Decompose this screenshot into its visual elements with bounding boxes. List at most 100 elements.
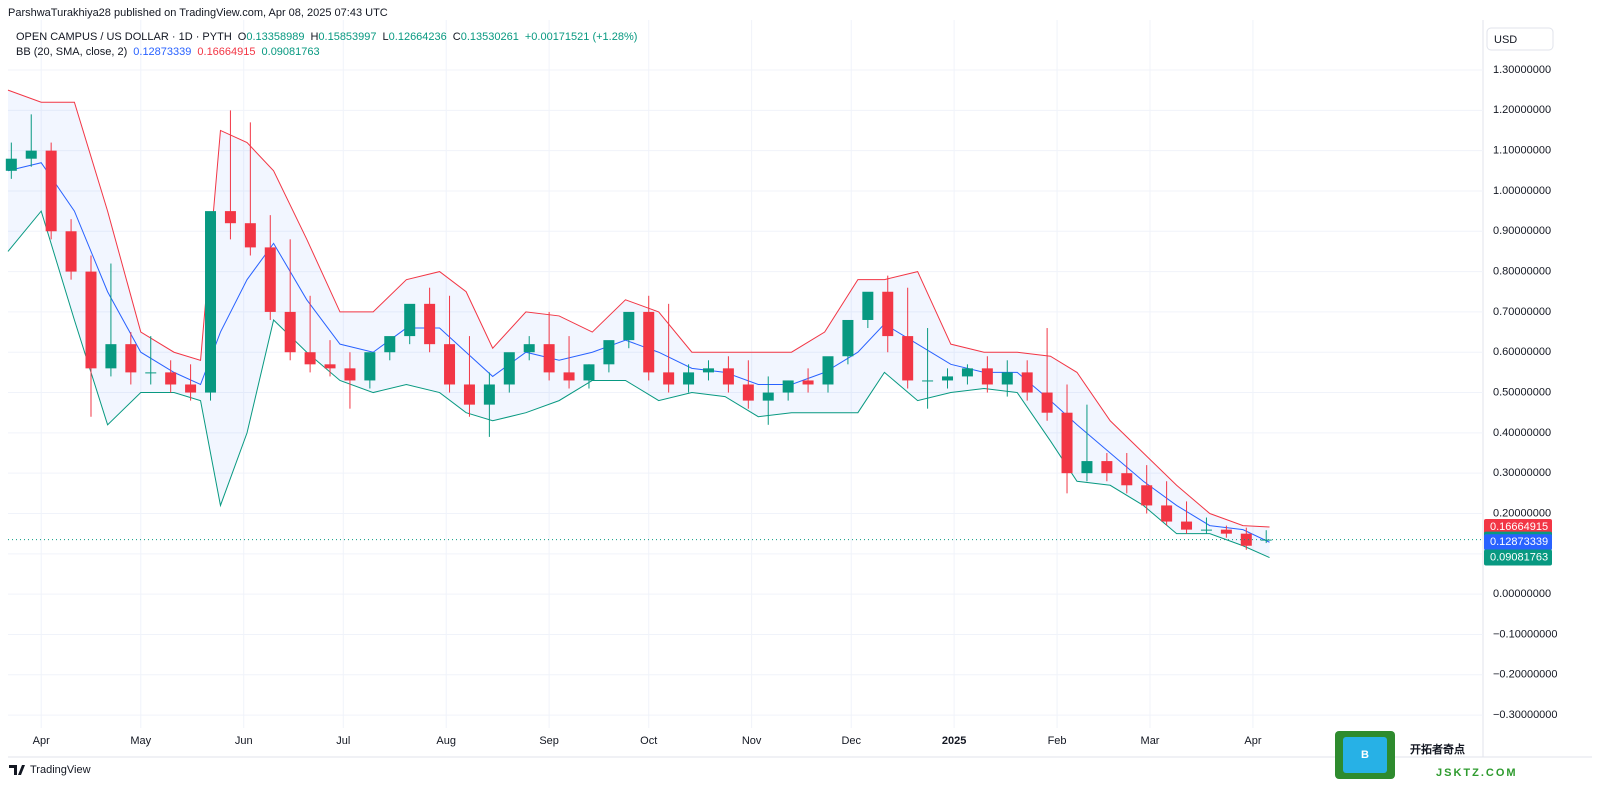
candle-body	[862, 291, 874, 320]
currency[interactable]: USD	[1494, 34, 1517, 46]
candle-body	[882, 291, 894, 337]
basis-badge-bg	[1484, 534, 1552, 551]
y-tick-label: −0.20000000	[1493, 669, 1558, 681]
candle-body	[1021, 372, 1033, 393]
band-line	[7, 210, 1270, 558]
ohlc-value: 0.12664236	[389, 31, 447, 43]
x-tick-label: Aug	[436, 735, 456, 747]
candle-body	[503, 352, 515, 385]
basis-badge: 0.12873339	[1484, 534, 1552, 551]
candle-body	[1141, 485, 1153, 506]
y-tick-label: 0.00000000	[1493, 588, 1551, 600]
ohlc-value: 0.15853997	[318, 31, 376, 43]
indicator-value: 0.12873339	[133, 46, 191, 58]
brand: TradingView	[30, 764, 91, 776]
upper-badge-label: 0.16664915	[1490, 521, 1548, 533]
basis-badge-label: 0.12873339	[1490, 536, 1548, 548]
candle-body	[981, 368, 993, 385]
candle-body	[1161, 505, 1173, 522]
y-tick-label: 0.90000000	[1493, 225, 1551, 237]
change: +0.00171521 (+1.28%)	[525, 31, 638, 43]
currency-box[interactable]	[1486, 27, 1554, 51]
x-tick-label: Oct	[640, 735, 657, 747]
y-tick-label: 1.30000000	[1493, 64, 1551, 76]
candle-body	[85, 271, 97, 369]
candle-body	[782, 380, 794, 393]
x-tick-label: May	[130, 735, 151, 747]
candle-body	[603, 340, 615, 365]
watermark-title: 开拓者奇点	[1410, 742, 1465, 756]
x-tick-label: Apr	[33, 735, 50, 747]
x-tick-label: Nov	[742, 735, 762, 747]
y-tick-label: 1.00000000	[1493, 185, 1551, 197]
candle-body	[1081, 461, 1093, 474]
x-tick-label: Apr	[1244, 735, 1261, 747]
candle-body	[284, 311, 296, 353]
grid	[8, 20, 1483, 728]
band-line	[7, 89, 1270, 528]
candle-body	[205, 211, 217, 393]
y-tick-label: −0.10000000	[1493, 628, 1558, 640]
candle-body	[304, 352, 316, 365]
candle-body	[145, 372, 157, 374]
candle-body	[1121, 473, 1133, 486]
candle-body	[463, 384, 475, 405]
y-tick-label: 0.60000000	[1493, 346, 1551, 358]
x-tick-label: Feb	[1048, 735, 1067, 747]
candle-body	[483, 384, 495, 405]
candle-body	[762, 392, 774, 401]
candle-body	[623, 311, 635, 341]
candle-body	[523, 344, 535, 353]
candle-body	[822, 356, 834, 385]
candle-body	[424, 303, 436, 345]
candle-body	[185, 384, 197, 393]
candle-body	[1061, 412, 1073, 474]
y-tick-label: 1.10000000	[1493, 145, 1551, 157]
y-tick-label: 0.30000000	[1493, 467, 1551, 479]
lower-badge: 0.09081763	[1484, 549, 1552, 566]
candle-body	[1041, 392, 1053, 413]
y-tick-label: 1.20000000	[1493, 104, 1551, 116]
x-tick-label: Mar	[1141, 735, 1160, 747]
ohlc-key: H	[310, 31, 318, 43]
candle-body	[961, 368, 973, 377]
ohlc-key: O	[238, 31, 247, 43]
candle-body	[165, 372, 177, 385]
candle-body	[105, 344, 117, 369]
symbol-title: OPEN CAMPUS / US DOLLAR · 1D · PYTH	[16, 31, 232, 43]
y-tick-label: −0.30000000	[1493, 709, 1558, 721]
x-tick-label: Dec	[841, 735, 861, 747]
candle-body	[444, 344, 456, 385]
candle-body	[922, 380, 934, 382]
y-tick-label: 0.50000000	[1493, 386, 1551, 398]
ohlc-value: 0.13358989	[246, 31, 304, 43]
y-tick-label: 0.70000000	[1493, 306, 1551, 318]
y-tick-label: 0.40000000	[1493, 427, 1551, 439]
candle-body	[25, 150, 37, 159]
candle-body	[663, 372, 675, 385]
lower-badge-label: 0.09081763	[1490, 551, 1548, 563]
candle-body	[1240, 533, 1252, 546]
watermark: B 开拓者奇点 JSKTZ.COM	[1335, 731, 1518, 779]
candle-body	[583, 364, 595, 381]
candle-body	[5, 158, 17, 171]
candle-body	[384, 336, 396, 353]
candle-body	[364, 352, 376, 381]
candle-body	[1181, 521, 1193, 530]
watermark-site: JSKTZ.COM	[1436, 767, 1518, 779]
candle-body	[45, 150, 57, 232]
candle-body	[344, 368, 356, 381]
x-tick-label: Jun	[235, 735, 253, 747]
ohlc-key: C	[453, 31, 461, 43]
candle-body	[802, 380, 814, 385]
candle-body	[65, 231, 77, 272]
candle-body	[742, 384, 754, 401]
x-tick-label: Jul	[336, 735, 350, 747]
x-tick-label: 2025	[942, 735, 966, 747]
indicator-name: BB (20, SMA, close, 2)	[16, 46, 127, 58]
indicator-value: 0.16664915	[197, 46, 255, 58]
candle-body	[702, 368, 714, 373]
published-note: ParshwaTurakhiya28 published on TradingV…	[8, 7, 388, 19]
